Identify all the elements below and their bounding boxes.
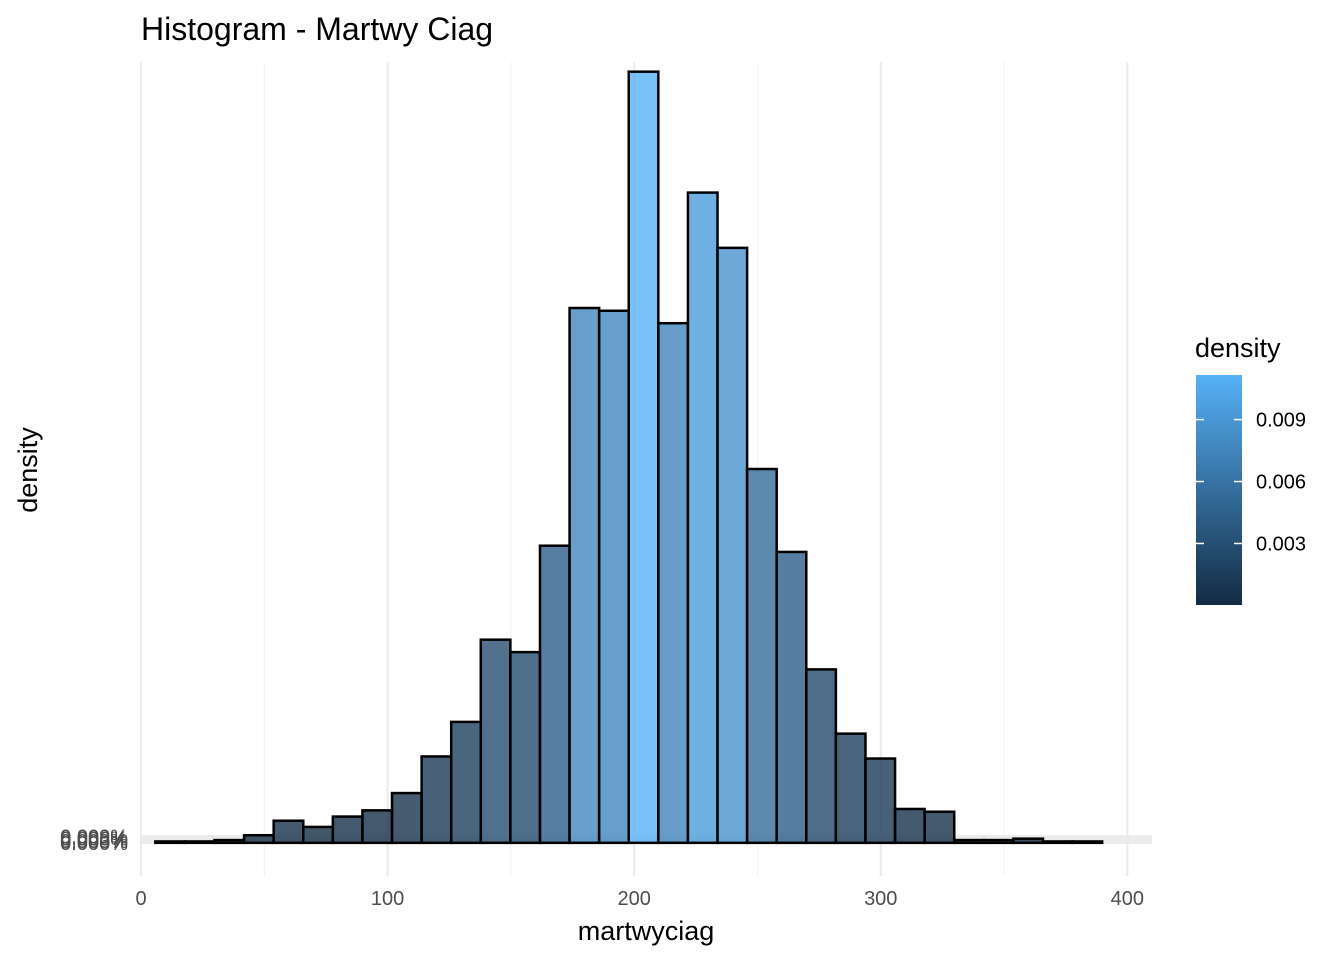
histogram-bar: [805, 668, 838, 845]
legend-ticks: 0.003 0.006 0.009: [1196, 410, 1306, 555]
histogram-bar: [745, 467, 778, 845]
histogram-bar: [716, 246, 749, 845]
y-axis-ticks: 0.000%0.003%0.006%0.009%: [60, 827, 128, 855]
x-tick-label: 400: [1111, 888, 1144, 910]
histogram-bar: [775, 550, 808, 845]
chart-title: Histogram - Martwy Ciag: [141, 11, 493, 47]
histogram-bar: [982, 838, 1015, 845]
legend-tick-label: 0.003: [1256, 533, 1306, 555]
histogram-bars: [154, 70, 1104, 845]
legend-title: density: [1195, 333, 1281, 363]
x-tick-label: 200: [617, 888, 650, 910]
histogram-bar: [479, 638, 512, 845]
y-axis-title: density: [13, 427, 43, 513]
histogram-bar: [154, 840, 187, 845]
y-tick-label: 0.003%: [60, 831, 128, 853]
histogram-bar: [538, 544, 571, 845]
histogram-bar: [390, 791, 423, 845]
histogram-bar: [272, 819, 305, 845]
histogram-bar: [183, 840, 216, 845]
histogram-bar: [686, 191, 719, 845]
y-tick-label: 0.000%: [60, 833, 128, 855]
histogram-bar: [952, 838, 986, 845]
histogram-bar: [657, 321, 690, 845]
histogram-bar: [597, 309, 630, 845]
y-tick-label: 0.006%: [60, 829, 128, 851]
color-legend: density 0.003 0.006 0.009: [1195, 333, 1306, 605]
histogram-bar: [893, 807, 926, 845]
x-tick-label: 100: [371, 888, 404, 910]
x-axis-title: martwyciag: [578, 916, 715, 946]
histogram-bar: [1012, 837, 1045, 845]
histogram-bar: [627, 70, 660, 845]
x-tick-label: 0: [135, 888, 146, 910]
x-tick-label: 300: [864, 888, 897, 910]
histogram-bar: [568, 306, 601, 845]
histogram-bar: [834, 732, 867, 845]
histogram-bar: [1041, 840, 1074, 845]
histogram-bar: [923, 810, 956, 845]
x-axis-ticks: 0 100 200 300 400: [135, 888, 1144, 910]
histogram-bar: [302, 825, 335, 845]
histogram-bar: [213, 838, 246, 845]
y-tick-label: 0.009%: [60, 827, 128, 849]
histogram-bar: [1071, 840, 1104, 845]
legend-colorbar: [1196, 375, 1242, 605]
histogram-bar: [420, 755, 453, 845]
histogram-bar: [361, 809, 394, 845]
histogram-bar: [449, 720, 483, 845]
histogram-bar: [864, 757, 897, 845]
legend-tick-label: 0.006: [1256, 472, 1306, 494]
histogram-bar: [509, 650, 542, 845]
histogram-bar: [242, 833, 275, 845]
histogram-bar: [331, 815, 364, 845]
legend-tick-label: 0.009: [1256, 410, 1306, 432]
